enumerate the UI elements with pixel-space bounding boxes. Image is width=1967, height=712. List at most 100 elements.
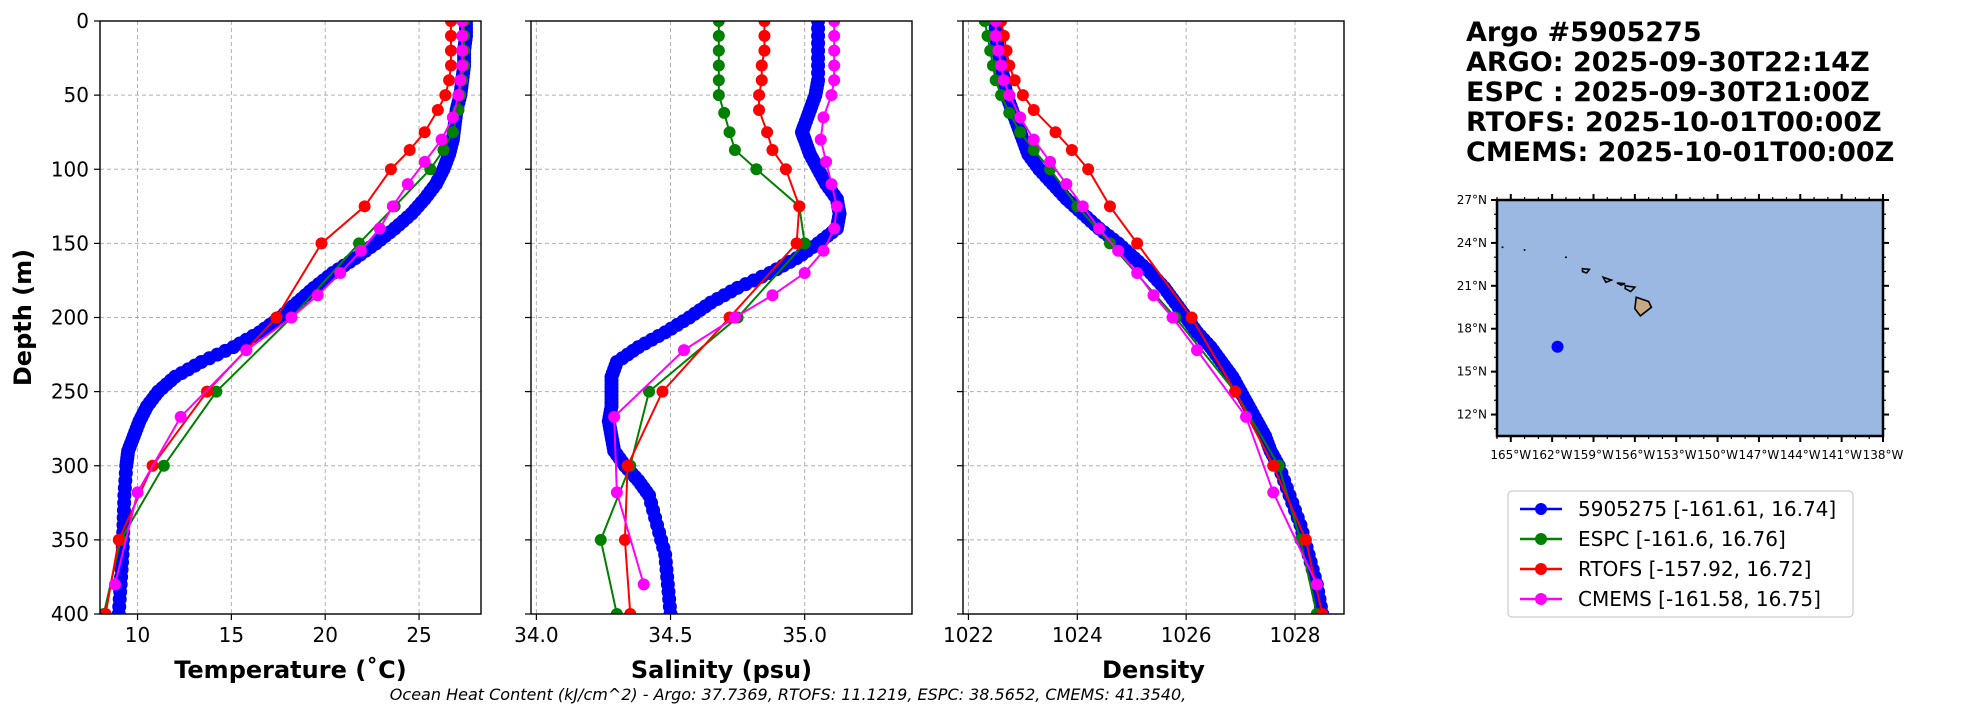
map-lat-label: 24°N [1457, 236, 1487, 250]
map-lat-label: 21°N [1457, 279, 1487, 293]
point-cmems [989, 21, 1002, 27]
ohc-footer: Ocean Heat Content (kJ/cm^2) - Argo: 37.… [390, 685, 1186, 704]
point-cmems [828, 44, 841, 57]
point-cmems [766, 289, 779, 302]
island-dot [1501, 246, 1504, 249]
point-rtofs [793, 200, 806, 213]
point-espc [437, 143, 450, 156]
point-cmems [830, 200, 843, 213]
legend-label-argo: 5905275 [-161.61, 16.74] [1578, 497, 1836, 521]
island-dot [1564, 256, 1567, 259]
point-rtofs [444, 29, 457, 42]
panel-density: 1022 1024 1026 1028 Density [943, 20, 1345, 684]
point-espc [750, 163, 763, 176]
point-rtofs [1229, 385, 1242, 398]
point-rtofs [624, 608, 637, 614]
map-lat-label: 18°N [1457, 322, 1487, 336]
point-cmems [817, 111, 830, 124]
profile-plots: 10 15 20 25050100150200250300350400Temperat… [9, 9, 1345, 684]
panel-salinity: 34.0 34.5 35.0 Salinity (psu) [514, 20, 913, 684]
x-tick-label: 25 [406, 623, 431, 647]
point-rtofs [418, 126, 431, 139]
legend-label-espc: ESPC [-161.6, 16.76] [1578, 527, 1786, 551]
point-rtofs [270, 311, 283, 324]
point-rtofs [779, 163, 792, 176]
point-cmems [456, 59, 469, 72]
y-tick-label: 50 [64, 83, 89, 107]
point-espc [728, 143, 741, 156]
float-marker [1551, 340, 1564, 353]
point-rtofs [758, 21, 771, 27]
point-cmems [1003, 89, 1016, 102]
point-cmems [452, 89, 465, 102]
y-tick-label: 150 [51, 231, 89, 255]
x-tick-label: 20 [312, 623, 337, 647]
point-espc [446, 126, 459, 139]
island-kauai [1581, 267, 1591, 274]
y-tick-label: 0 [76, 9, 89, 33]
point-espc [594, 533, 607, 546]
title-block: Argo #5905275 ARGO: 2025-09-30T22:14Z ES… [1466, 17, 1894, 168]
point-cmems [454, 74, 467, 87]
point-cmems [828, 29, 841, 42]
legend-label-cmems: CMEMS [-161.58, 16.75] [1578, 587, 1821, 611]
location-map: 165°W 162°W 159°W 156°W 153°W 150°W 147°W 144°W… [1457, 193, 1904, 462]
point-rtofs [1185, 311, 1198, 324]
point-cmems [1076, 200, 1089, 213]
point-espc [643, 385, 656, 398]
point-rtofs [384, 163, 397, 176]
map-lat-label: 12°N [1457, 408, 1487, 422]
point-rtofs [200, 385, 213, 398]
island-maui [1624, 284, 1637, 293]
point-cmems [456, 44, 469, 57]
map-lon-label: 147°W [1739, 448, 1780, 462]
point-cmems [109, 578, 122, 591]
point-espc [712, 21, 725, 27]
point-cmems [401, 178, 414, 191]
point-argo [663, 607, 678, 614]
point-rtofs [112, 533, 125, 546]
point-rtofs [1016, 89, 1029, 102]
point-cmems [446, 111, 459, 124]
point-cmems [1147, 289, 1160, 302]
point-rtofs [315, 237, 328, 250]
point-espc [1003, 106, 1016, 119]
point-rtofs [1049, 126, 1062, 139]
point-cmems [386, 200, 399, 213]
point-cmems [825, 89, 838, 102]
point-cmems [820, 155, 833, 168]
y-tick-label: 100 [51, 157, 89, 181]
point-rtofs [443, 74, 456, 87]
point-cmems [1093, 222, 1106, 235]
point-cmems [828, 74, 841, 87]
point-cmems [798, 267, 811, 280]
y-tick-label: 200 [51, 306, 89, 330]
map-lon-label: 156°W [1614, 448, 1655, 462]
point-rtofs [403, 143, 416, 156]
point-espc [712, 59, 725, 72]
point-rtofs [1267, 459, 1280, 472]
island-dot [1523, 249, 1526, 252]
map-lon-label: 162°W [1532, 448, 1573, 462]
point-espc [718, 106, 731, 119]
island-hawaii [1634, 296, 1653, 317]
point-rtofs [431, 103, 444, 116]
point-rtofs [1299, 533, 1312, 546]
map-lon-label: 141°W [1821, 448, 1862, 462]
point-espc [1103, 237, 1116, 250]
point-rtofs [758, 44, 771, 57]
point-argo [111, 607, 126, 614]
map-lat-label: 15°N [1457, 365, 1487, 379]
x-tick-label: 1028 [1270, 623, 1321, 647]
x-tick-label: 15 [219, 623, 244, 647]
point-rtofs [621, 459, 634, 472]
point-rtofs [753, 103, 766, 116]
point-rtofs [656, 385, 669, 398]
point-rtofs [755, 59, 768, 72]
point-cmems [828, 59, 841, 72]
point-cmems [814, 133, 827, 146]
x-tick-label: 1026 [1161, 623, 1212, 647]
point-cmems [373, 222, 386, 235]
point-espc [1014, 126, 1027, 139]
y-axis-label: Depth (m) [9, 249, 37, 386]
